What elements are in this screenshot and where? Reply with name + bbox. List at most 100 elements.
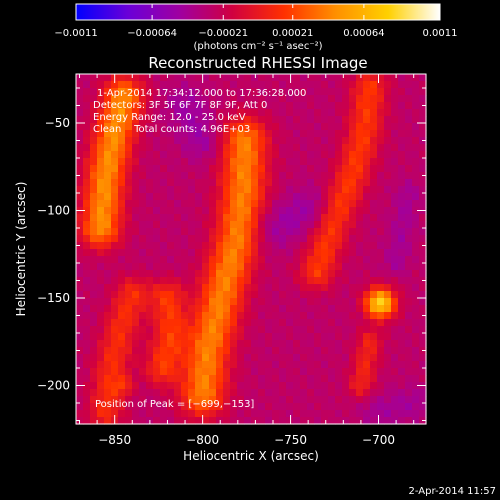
heatmap-cell xyxy=(342,116,350,124)
heatmap-cell xyxy=(90,375,98,383)
heatmap-cell xyxy=(307,228,315,236)
heatmap-cell xyxy=(83,193,91,201)
heatmap-cell xyxy=(244,130,252,138)
heatmap-cell xyxy=(384,95,392,103)
heatmap-cell xyxy=(328,375,336,383)
heatmap-cell xyxy=(391,165,399,173)
heatmap-cell xyxy=(83,326,91,334)
heatmap-cell xyxy=(293,368,301,376)
heatmap-cell xyxy=(272,137,280,145)
heatmap-cell xyxy=(216,396,224,404)
heatmap-cell xyxy=(181,375,189,383)
heatmap-cell xyxy=(377,193,385,201)
heatmap-cell xyxy=(97,151,105,159)
heatmap-cell xyxy=(223,137,231,145)
heatmap-cell xyxy=(307,200,315,208)
heatmap-cell xyxy=(97,263,105,271)
heatmap-cell xyxy=(167,361,175,369)
heatmap-cell xyxy=(349,221,357,229)
heatmap-cell xyxy=(188,151,196,159)
heatmap-cell xyxy=(90,193,98,201)
heatmap-cell xyxy=(265,207,273,215)
heatmap-cell xyxy=(258,256,266,264)
heatmap-cell xyxy=(307,214,315,222)
heatmap-cell xyxy=(83,102,91,110)
heatmap-cell xyxy=(300,179,308,187)
heatmap-cell xyxy=(216,291,224,299)
heatmap-cell xyxy=(314,354,322,362)
heatmap-cell xyxy=(139,375,147,383)
heatmap-cell xyxy=(398,95,406,103)
heatmap-cell xyxy=(244,172,252,180)
heatmap-cell xyxy=(258,368,266,376)
heatmap-cell xyxy=(307,74,315,82)
heatmap-cell xyxy=(398,375,406,383)
heatmap-cell xyxy=(237,340,245,348)
heatmap-cell xyxy=(97,382,105,390)
heatmap-cell xyxy=(279,340,287,348)
heatmap-cell xyxy=(83,109,91,117)
heatmap-cell xyxy=(405,172,413,180)
heatmap-cell xyxy=(181,305,189,313)
heatmap-cell xyxy=(125,403,133,411)
heatmap-cell xyxy=(314,256,322,264)
heatmap-cell xyxy=(244,375,252,383)
heatmap-cell xyxy=(405,319,413,327)
heatmap-cell xyxy=(188,179,196,187)
heatmap-cell xyxy=(293,221,301,229)
heatmap-cell xyxy=(335,340,343,348)
heatmap-cell xyxy=(391,396,399,404)
heatmap-cell xyxy=(279,375,287,383)
heatmap-cell xyxy=(328,256,336,264)
heatmap-cell xyxy=(321,277,329,285)
heatmap-cell xyxy=(237,326,245,334)
heatmap-cell xyxy=(188,403,196,411)
heatmap-cell xyxy=(146,214,154,222)
heatmap-cell xyxy=(356,354,364,362)
heatmap-cell xyxy=(342,179,350,187)
heatmap-cell xyxy=(160,242,168,250)
heatmap-cell xyxy=(237,151,245,159)
heatmap-cell xyxy=(342,165,350,173)
heatmap-cell xyxy=(83,81,91,89)
heatmap-cell xyxy=(230,144,238,152)
heatmap-cell xyxy=(181,221,189,229)
heatmap-cell xyxy=(342,214,350,222)
heatmap-cell xyxy=(90,305,98,313)
heatmap-cell xyxy=(405,284,413,292)
heatmap-cell xyxy=(363,347,371,355)
heatmap-cell xyxy=(419,179,427,187)
heatmap-cell xyxy=(349,179,357,187)
heatmap-cell xyxy=(125,277,133,285)
heatmap-cell xyxy=(132,193,140,201)
heatmap-cell xyxy=(174,347,182,355)
heatmap-cell xyxy=(181,249,189,257)
heatmap-cell xyxy=(76,291,84,299)
heatmap-cell xyxy=(125,410,133,418)
heatmap-cell xyxy=(195,221,203,229)
heatmap-cell xyxy=(181,403,189,411)
heatmap-cell xyxy=(384,368,392,376)
heatmap-cell xyxy=(244,242,252,250)
heatmap-cell xyxy=(132,256,140,264)
heatmap-cell xyxy=(76,298,84,306)
heatmap-cell xyxy=(377,298,385,306)
heatmap-cell xyxy=(237,137,245,145)
heatmap-cell xyxy=(286,340,294,348)
heatmap-cell xyxy=(216,137,224,145)
heatmap-cell xyxy=(104,88,112,96)
heatmap-cell xyxy=(314,291,322,299)
heatmap-cell xyxy=(181,298,189,306)
heatmap-cell xyxy=(412,333,420,341)
heatmap-cell xyxy=(265,249,273,257)
heatmap-cell xyxy=(384,74,392,82)
heatmap-cell xyxy=(139,200,147,208)
heatmap-cell xyxy=(398,312,406,320)
heatmap-cell xyxy=(181,207,189,215)
heatmap-cell xyxy=(286,403,294,411)
heatmap-cell xyxy=(97,81,105,89)
heatmap-cell xyxy=(272,312,280,320)
heatmap-cell xyxy=(286,214,294,222)
heatmap-cell xyxy=(139,326,147,334)
heatmap-cell xyxy=(104,249,112,257)
